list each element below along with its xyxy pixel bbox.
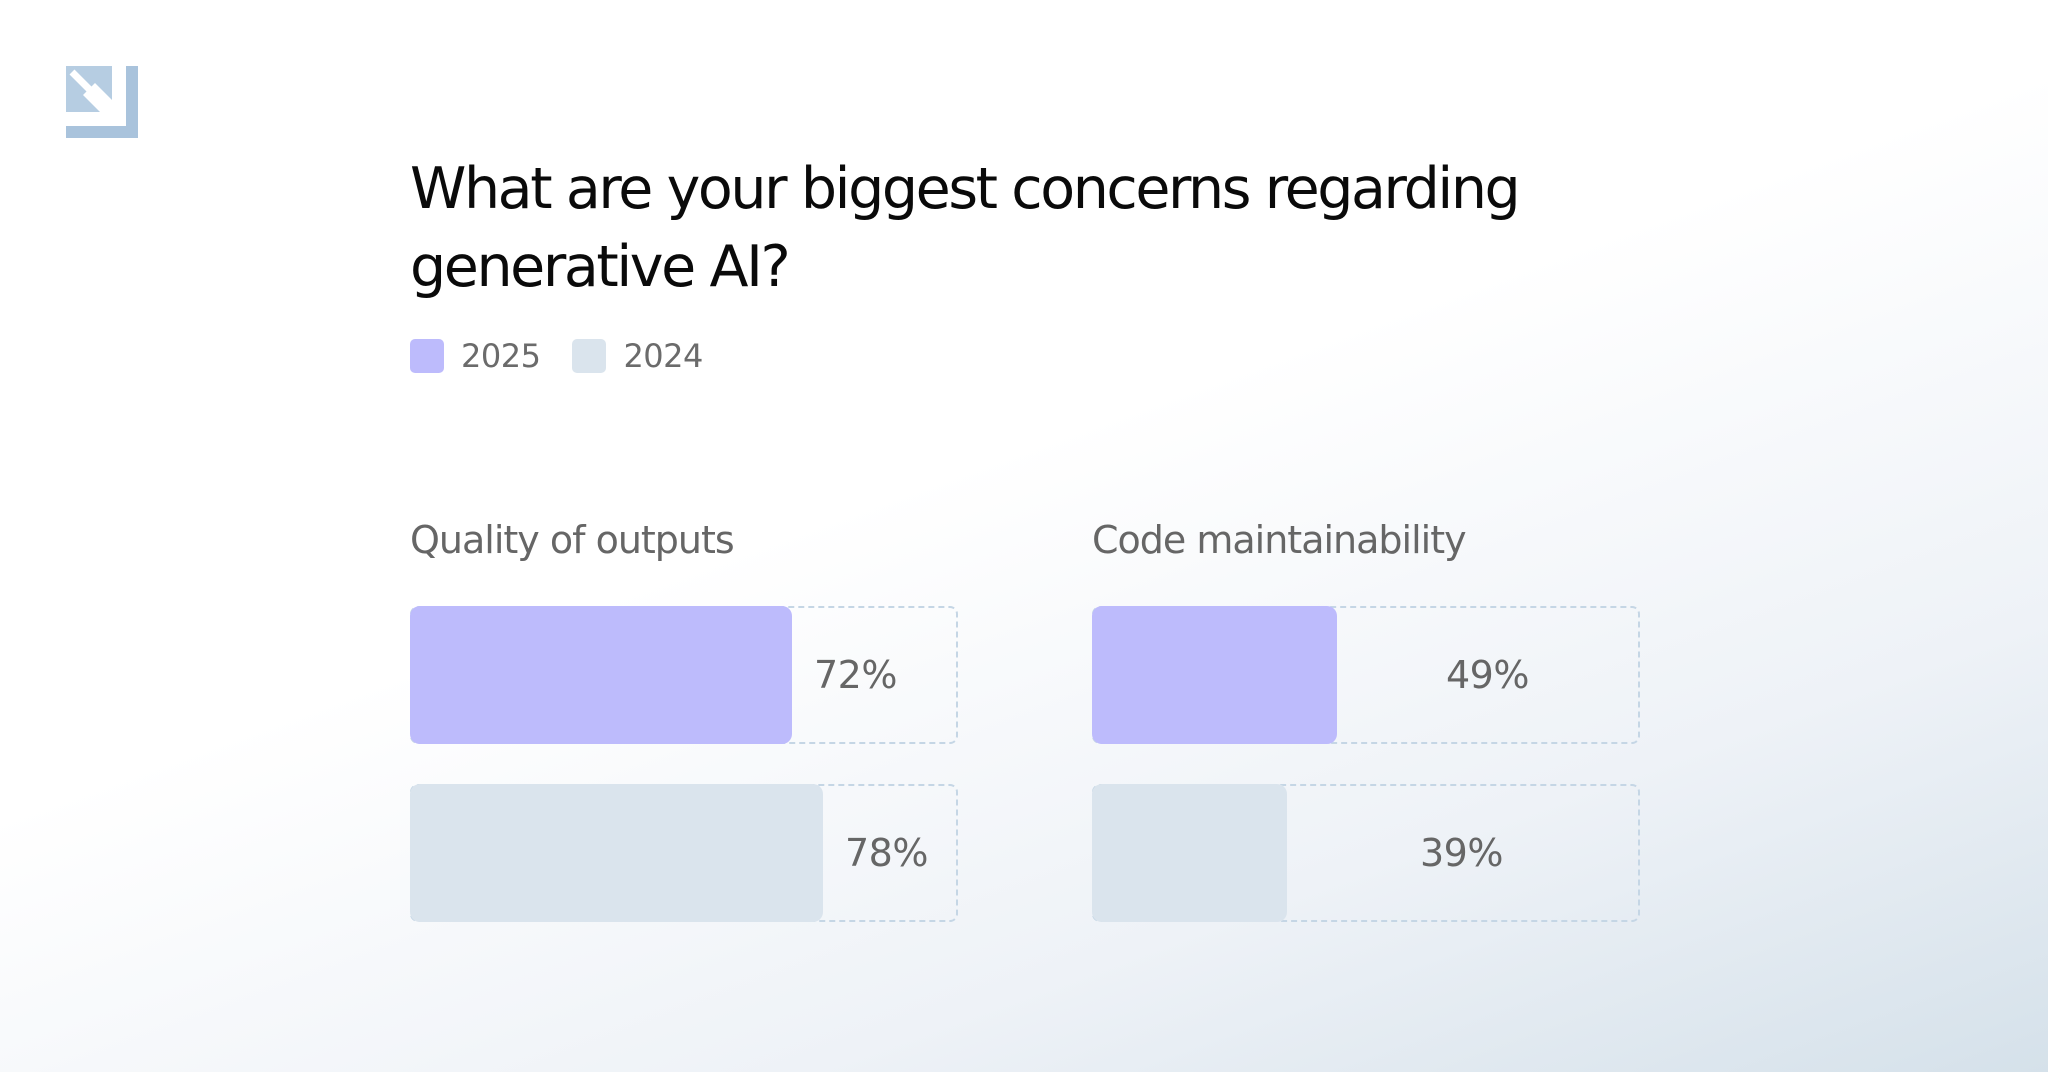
bar-track-quality-of-outputs-2025: 72%: [410, 606, 958, 744]
legend-swatch-2025: [410, 339, 444, 373]
bar-value-code-maintainability-2025: 49%: [1446, 653, 1529, 697]
bar-track-code-maintainability-2024: 39%: [1092, 784, 1640, 922]
legend-swatch-2024: [572, 339, 607, 373]
bar-quality-of-outputs-2024: [410, 784, 823, 922]
logo-icon: [66, 66, 138, 138]
bar-value-quality-of-outputs-2024: 78%: [845, 831, 928, 875]
chart-title: What are your biggest concerns regarding…: [410, 156, 1521, 300]
chart-title-code-maintainability: Code maintainability: [1092, 518, 1467, 562]
legend-label-2025: 2025: [461, 337, 541, 375]
legend-item-2024: 2024: [572, 337, 703, 375]
legend: 2025 2024: [410, 336, 735, 376]
legend-label-2024: 2024: [623, 337, 703, 375]
bar-quality-of-outputs-2025: [410, 606, 792, 744]
bar-track-quality-of-outputs-2024: 78%: [410, 784, 958, 922]
bar-track-code-maintainability-2025: 49%: [1092, 606, 1640, 744]
chart-title-quality-of-outputs: Quality of outputs: [410, 518, 735, 562]
chart-code-maintainability: Code maintainability 49% 39%: [1092, 510, 1640, 922]
bar-value-quality-of-outputs-2025: 72%: [814, 653, 897, 697]
chart-quality-of-outputs: Quality of outputs 72% 78%: [410, 510, 958, 922]
legend-item-2025: 2025: [410, 337, 541, 375]
bar-code-maintainability-2024: [1092, 784, 1287, 922]
bar-code-maintainability-2025: [1092, 606, 1337, 744]
bar-value-code-maintainability-2024: 39%: [1420, 831, 1503, 875]
